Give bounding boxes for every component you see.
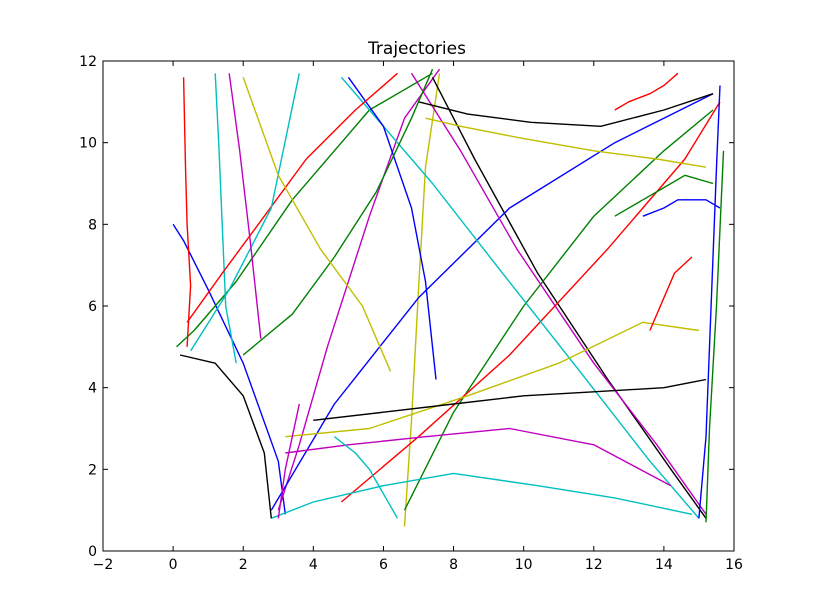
trajectory-line xyxy=(176,72,433,348)
y-tick-label: 0 xyxy=(88,544,97,560)
trajectory-line xyxy=(340,76,700,519)
x-tick-label: 6 xyxy=(379,557,388,573)
x-tick-label: 10 xyxy=(515,557,533,573)
axis-ticks xyxy=(102,60,735,552)
trajectory-line xyxy=(277,68,441,511)
y-tick-label: 2 xyxy=(88,462,97,478)
trajectory-line xyxy=(642,199,721,217)
x-tick-label: 14 xyxy=(655,557,673,573)
y-tick-label: 10 xyxy=(79,136,97,152)
trajectory-line xyxy=(190,73,300,352)
y-tick-label: 6 xyxy=(88,299,97,315)
trajectory-line xyxy=(277,403,300,519)
y-tick-label: 12 xyxy=(79,54,97,70)
plot-frame xyxy=(102,60,735,552)
trajectory-line xyxy=(228,73,262,339)
trajectory-line xyxy=(333,436,399,519)
trajectory-line xyxy=(649,256,693,331)
trajectory-line xyxy=(313,378,707,421)
trajectory-line xyxy=(425,117,707,168)
trajectory-line xyxy=(179,354,272,519)
trajectory-line xyxy=(410,72,707,515)
trajectory-line xyxy=(705,150,725,523)
trajectory-line xyxy=(403,73,441,527)
trajectory-line xyxy=(242,68,434,356)
trajectory-line xyxy=(242,77,392,372)
trajectory-line xyxy=(418,93,714,128)
x-tick-label: 8 xyxy=(449,557,458,573)
trajectory-line xyxy=(270,93,714,511)
x-tick-label: −2 xyxy=(93,557,114,573)
x-tick-label: 2 xyxy=(239,557,248,573)
trajectory-line xyxy=(614,72,679,111)
trajectory-line xyxy=(431,76,707,519)
trajectory-line xyxy=(340,101,721,503)
plot-area xyxy=(103,61,734,551)
trajectory-lines xyxy=(172,68,725,527)
trajectory-line xyxy=(614,174,714,217)
trajectory-line xyxy=(172,223,286,515)
trajectory-line xyxy=(347,76,437,380)
trajectory-line xyxy=(271,472,693,519)
chart-title: Trajectories xyxy=(367,39,466,59)
y-tick-label: 4 xyxy=(88,381,97,397)
trajectory-line xyxy=(403,109,714,511)
x-tick-label: 0 xyxy=(169,557,178,573)
trajectory-line xyxy=(285,427,672,487)
trajectory-line xyxy=(182,77,192,347)
x-tick-label: 4 xyxy=(309,557,318,573)
x-tick-label: 16 xyxy=(725,557,743,573)
y-tick-label: 8 xyxy=(88,217,97,233)
trajectory-line xyxy=(698,85,721,519)
trajectory-line xyxy=(214,73,237,364)
x-tick-label: 12 xyxy=(585,557,603,573)
